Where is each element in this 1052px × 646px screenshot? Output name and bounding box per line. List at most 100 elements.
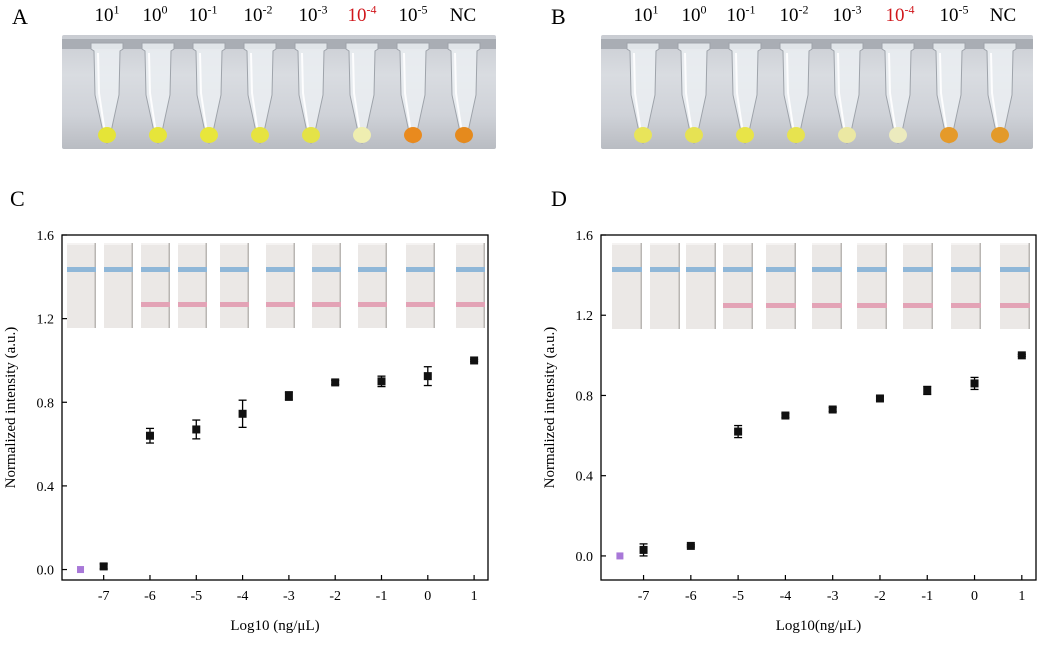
- tube-label-base: 10: [832, 5, 852, 26]
- data-point: [99, 562, 108, 571]
- lateral-flow-strip: [312, 243, 341, 328]
- point-marker: [828, 405, 837, 414]
- data-point: [145, 427, 154, 444]
- strip-shadow: [678, 243, 680, 329]
- strip-shadow: [840, 243, 842, 329]
- strip-shadow: [385, 243, 387, 328]
- strip-edge: [406, 243, 435, 245]
- strip-membrane: [857, 243, 887, 329]
- pcr-tube: [932, 42, 966, 144]
- data-point: [423, 366, 432, 387]
- point-marker: [970, 379, 979, 388]
- tube-label: 10-4: [348, 2, 377, 27]
- point-marker: [875, 394, 884, 403]
- tube-label: 10-2: [780, 4, 809, 27]
- y-tick-label: 1.2: [37, 313, 55, 328]
- lateral-flow-strip: [903, 243, 933, 329]
- strip-shadow: [293, 243, 295, 328]
- tube-photo-b: [601, 35, 1033, 149]
- strip-membrane: [650, 243, 680, 329]
- strip-membrane: [312, 243, 341, 328]
- tube-label-exponent: -1: [745, 2, 756, 17]
- tube-label: 10-4: [886, 2, 915, 27]
- x-tick-label: 0: [424, 589, 431, 604]
- strip-edge: [266, 243, 295, 245]
- data-point: [970, 376, 979, 391]
- lateral-flow-strip: [358, 243, 387, 328]
- x-tick-label: 0: [971, 589, 978, 604]
- data-point: [686, 541, 695, 550]
- x-tick-label: -4: [780, 589, 792, 604]
- pcr-tube: [345, 42, 379, 144]
- tube-liquid: [889, 127, 907, 143]
- tube-label: 10-2: [243, 4, 273, 27]
- test-line: [857, 303, 887, 308]
- tube-label-exponent: 1: [652, 2, 659, 17]
- lateral-flow-strip: [1000, 243, 1030, 329]
- control-line: [67, 267, 96, 272]
- tube-label: NC: [450, 5, 476, 27]
- tube-label-base: 10: [298, 5, 318, 26]
- strip-shadow: [751, 243, 753, 329]
- point-marker: [1017, 351, 1026, 360]
- strip-edge: [812, 243, 842, 245]
- tube-photo-a: [62, 35, 496, 149]
- tube-label-base: 10: [243, 5, 263, 26]
- test-line: [723, 303, 753, 308]
- lateral-flow-strip: [812, 243, 842, 329]
- strip-edge: [312, 243, 341, 245]
- strip-shadow: [247, 243, 249, 328]
- strip-membrane: [766, 243, 796, 329]
- lateral-flow-strip: [178, 243, 207, 328]
- data-point: [470, 356, 479, 365]
- data-point: [734, 424, 743, 439]
- test-line: [812, 303, 842, 308]
- tube-liquid: [787, 127, 805, 143]
- tube-label-exponent: -3: [851, 2, 862, 17]
- tube-liquid: [838, 127, 856, 143]
- data-point: [377, 375, 386, 388]
- strip-edge: [650, 243, 680, 245]
- control-line: [650, 267, 680, 272]
- tube-liquid: [685, 127, 703, 143]
- point-marker: [923, 386, 932, 395]
- control-line: [903, 267, 933, 272]
- strip-shadow: [94, 243, 96, 328]
- strip-edge: [104, 243, 133, 245]
- strip-edge: [1000, 243, 1030, 245]
- strip-edge: [686, 243, 716, 245]
- strip-membrane: [951, 243, 981, 329]
- strip-membrane: [178, 243, 207, 328]
- point-marker: [99, 562, 108, 571]
- y-axis-label: Normalized intensity (a.u.): [542, 327, 558, 489]
- lateral-flow-strip: [141, 243, 170, 328]
- test-line: [456, 302, 485, 307]
- tube-liquid: [455, 127, 473, 143]
- y-tick-label: 1.2: [576, 309, 594, 324]
- control-line: [723, 267, 753, 272]
- tube-label-exponent: -4: [904, 2, 915, 17]
- lateral-flow-strip: [220, 243, 249, 328]
- control-line: [312, 267, 341, 272]
- test-line: [766, 303, 796, 308]
- tube-label-base: 10: [939, 5, 959, 26]
- data-point: [192, 419, 201, 440]
- strip-membrane: [104, 243, 133, 328]
- control-line: [766, 267, 796, 272]
- control-line: [1000, 267, 1030, 272]
- pcr-tube: [90, 42, 124, 144]
- tube-label: 100: [143, 4, 168, 27]
- tube-liquid: [98, 127, 116, 143]
- x-tick-label: -1: [376, 589, 388, 604]
- strip-edge: [67, 243, 96, 245]
- point-marker: [377, 377, 386, 386]
- data-point: [923, 385, 932, 396]
- test-line: [951, 303, 981, 308]
- tube-label-base: NC: [449, 5, 477, 26]
- tube-label: 10-5: [399, 4, 428, 27]
- y-axis-label: Normalized intensity (a.u.): [3, 327, 19, 489]
- tube-label-exponent: -5: [958, 2, 969, 17]
- lateral-flow-strip: [650, 243, 680, 329]
- tube-label: 100: [682, 4, 707, 27]
- tube-label-exponent: -4: [366, 2, 377, 17]
